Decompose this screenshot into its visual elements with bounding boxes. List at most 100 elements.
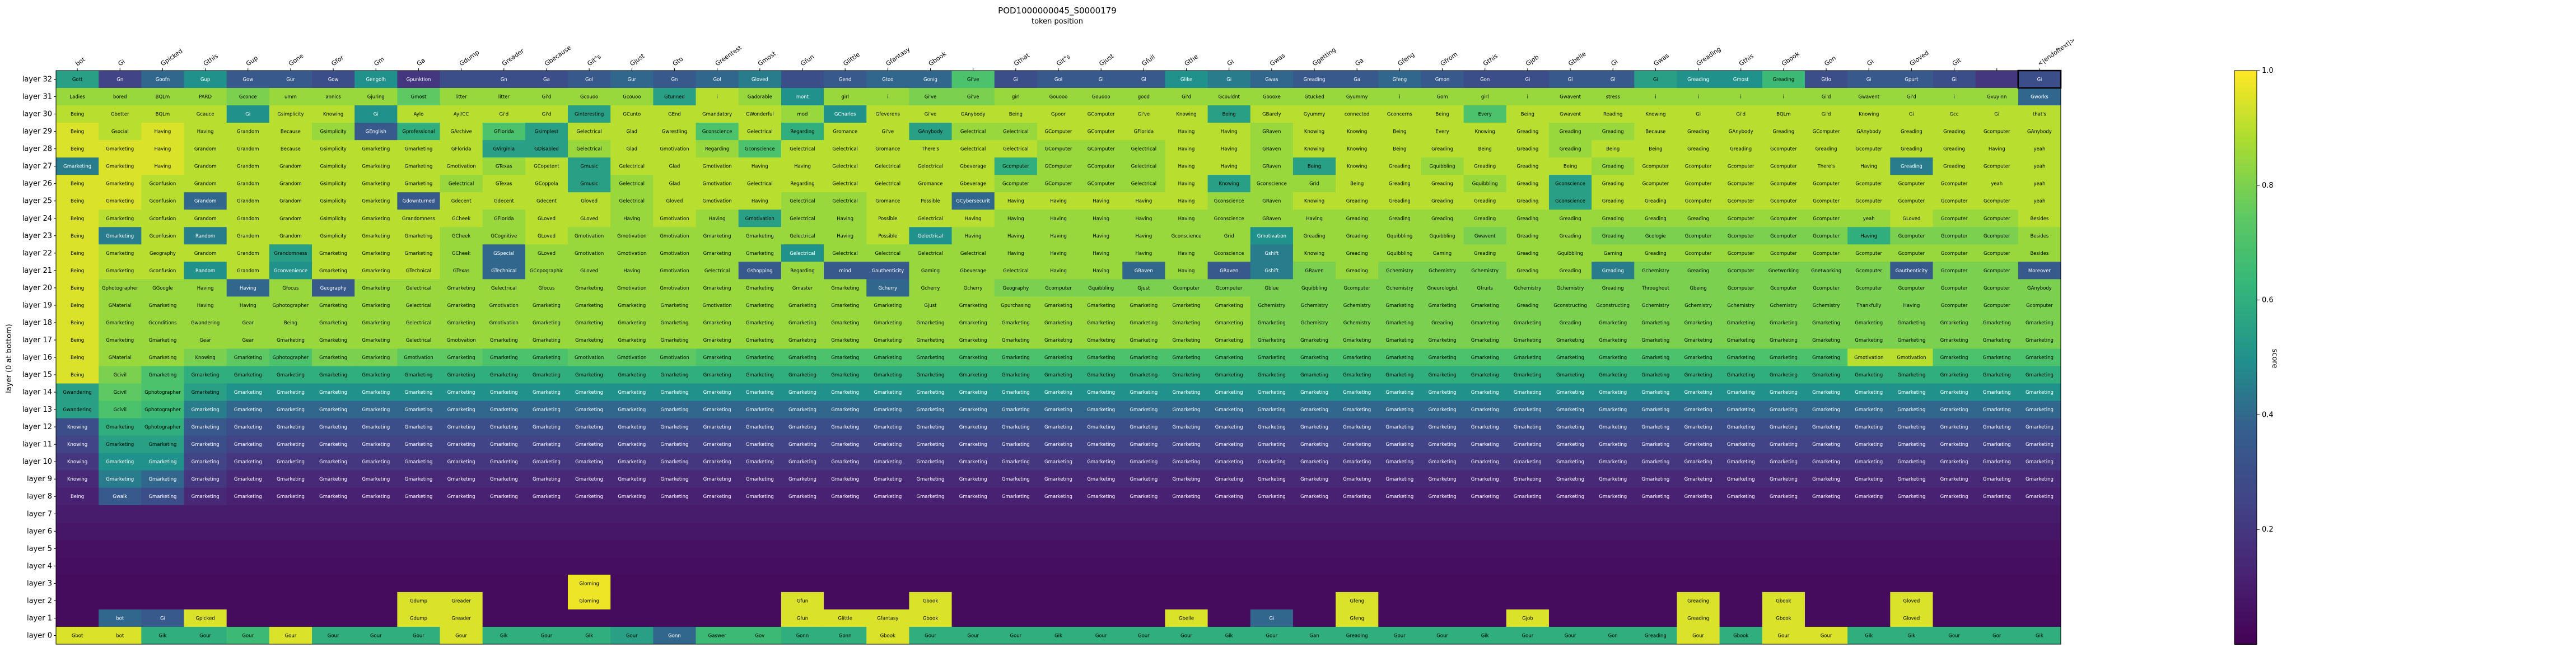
cell-label: Gmarketing (1258, 373, 1286, 378)
cell-label: Gmarketing (1215, 390, 1243, 395)
cell-label: GComputer (1045, 129, 1072, 135)
cell-label: Having (240, 303, 256, 309)
cell-label: Gfeng (1393, 77, 1407, 83)
column-tick-label: Gone (287, 52, 305, 67)
cell-label: good (1138, 95, 1150, 100)
cell-label: Greading (1474, 164, 1496, 170)
heatmap-cell (1933, 157, 1976, 175)
heatmap-cell (312, 574, 355, 593)
heatmap-cell (951, 244, 995, 262)
heatmap-cell (568, 192, 611, 210)
cell-label: Gmarketing (1429, 390, 1457, 395)
heatmap-cell (1421, 105, 1464, 123)
heatmap-cell (696, 296, 739, 314)
cell-label: Gmarketing (1514, 320, 1542, 326)
heatmap-cell (141, 192, 185, 210)
heatmap-cell (653, 574, 697, 593)
heatmap-cell (1378, 539, 1421, 558)
column-tick-label: Gjust (629, 52, 646, 67)
cell-label: Gmotivation (660, 234, 689, 239)
heatmap-cell (440, 88, 483, 106)
cell-label: Glittle (838, 616, 852, 621)
cell-label: Gour (967, 633, 979, 639)
cell-label: GComputer (1088, 112, 1115, 118)
cell-label: Gcomputer (1941, 303, 1968, 309)
heatmap-cell (1378, 175, 1421, 193)
cell-label: Gmarketing (1429, 494, 1457, 500)
heatmap-cell (312, 192, 355, 210)
cell-label: Being (71, 286, 84, 291)
cell-label: Gmarketing (447, 459, 475, 465)
heatmap-cell (610, 175, 654, 193)
heatmap-cell (994, 279, 1038, 297)
heatmap-cell (440, 522, 483, 541)
heatmap-cell (1292, 244, 1336, 262)
cell-label: Gfruits (1477, 286, 1493, 291)
cell-label: Gcomputer (1685, 234, 1712, 239)
column-tick-label: Gthis (1738, 52, 1755, 67)
heatmap-cell (226, 105, 270, 123)
cell-label: Gov (755, 633, 764, 639)
cell-label: Grid (1309, 181, 1319, 187)
cell-label: Gbook (1776, 598, 1791, 604)
heatmap-cell (1207, 574, 1251, 593)
heatmap-cell (1421, 609, 1464, 627)
cell-label: Having (1178, 216, 1195, 222)
cell-label: GRaven (1262, 216, 1281, 222)
heatmap-cell (1890, 140, 1933, 158)
row-tick-label: layer 1 (27, 614, 52, 622)
heatmap-cell (696, 244, 739, 262)
heatmap-cell (1719, 210, 1763, 227)
cell-label: Gloved (1903, 598, 1920, 604)
cell-label: Being (71, 129, 84, 135)
cell-label: Grandom (279, 181, 302, 187)
heatmap-cell (1165, 71, 1208, 89)
cell-label: Gik (1225, 633, 1233, 639)
heatmap-cell (1592, 557, 1635, 575)
cell-label: girl (841, 95, 849, 100)
cell-label: Gmarketing (106, 338, 134, 343)
heatmap-cell (56, 592, 99, 610)
heatmap-cell (1463, 557, 1507, 575)
heatmap-cell (1933, 88, 1976, 106)
heatmap-cell (1719, 609, 1763, 627)
heatmap-cell (1463, 592, 1507, 610)
heatmap-cell (1421, 123, 1464, 141)
heatmap-cell (1677, 244, 1720, 262)
heatmap-cell (2018, 592, 2061, 610)
cell-label: Gi'd (1182, 95, 1191, 100)
row-tick-label: layer 29 (22, 128, 52, 136)
heatmap-cell (568, 296, 611, 314)
cell-label: Gmarketing (1770, 494, 1798, 500)
cell-label: Gmarketing (1002, 425, 1030, 430)
heatmap-cell (1122, 296, 1165, 314)
cell-label: Gmarketing (106, 459, 134, 465)
cell-label: Gi (245, 112, 250, 118)
row-tick-label: layer 7 (27, 510, 52, 518)
cell-label: Gconfusion (150, 234, 176, 239)
heatmap-cell (312, 175, 355, 193)
cell-label: Gonn (796, 633, 809, 639)
heatmap-cell (184, 192, 227, 210)
cell-label: Greading (1602, 268, 1624, 274)
row-tick-label: layer 23 (22, 232, 52, 240)
cell-label: Greading (1687, 147, 1709, 152)
heatmap-cell (1933, 557, 1976, 575)
cell-label: Gmarketing (319, 390, 347, 395)
heatmap-cell (781, 505, 824, 523)
cell-label: Gmarketing (1514, 425, 1542, 430)
heatmap-cell (99, 157, 142, 175)
heatmap-cell (1890, 192, 1933, 210)
heatmap-cell (482, 539, 526, 558)
cell-label: Because (1645, 129, 1665, 135)
heatmap-cell (1506, 157, 1550, 175)
cell-label: BQLm (156, 112, 170, 118)
heatmap-cell (824, 192, 867, 210)
heatmap-cell (1933, 210, 1976, 227)
heatmap-cell (2018, 279, 2061, 297)
cell-label: Greading (1560, 129, 1581, 135)
heatmap-cell (1677, 105, 1720, 123)
heatmap-cell (1592, 244, 1635, 262)
cell-label: Gmarketing (1471, 494, 1499, 500)
heatmap-cell (1762, 522, 1805, 541)
